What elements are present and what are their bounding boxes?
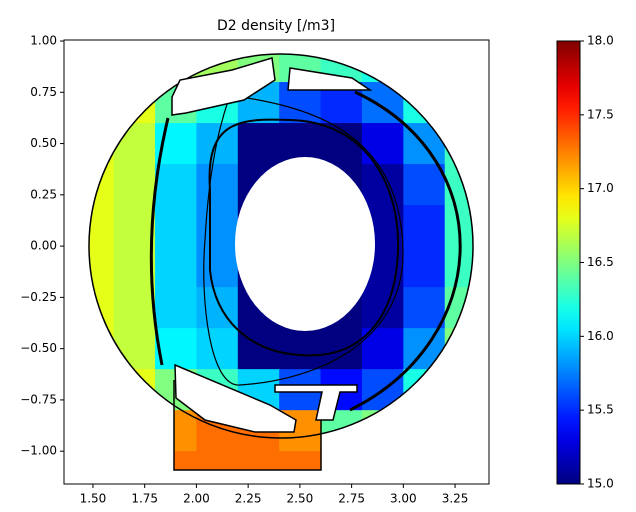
outer-wall [349, 90, 462, 412]
colorbar-tick-label: 17.0 [587, 181, 614, 195]
y-tick-label: 0.25 [30, 187, 57, 201]
cell [403, 164, 446, 206]
x-tick-label: 2.75 [338, 492, 365, 506]
cell [320, 328, 363, 370]
y-tick-label: −1.00 [20, 444, 57, 458]
cell [361, 123, 404, 165]
cell [279, 451, 322, 470]
cell [196, 246, 239, 288]
cell [237, 451, 280, 470]
colorbar [556, 40, 581, 485]
cell [196, 205, 239, 247]
cell [444, 246, 473, 288]
lower-right-structure [274, 384, 358, 421]
cell [113, 246, 156, 288]
cell [403, 369, 446, 411]
cell [89, 246, 115, 288]
cell [279, 328, 322, 370]
vessel-wall [88, 53, 474, 439]
y-tick-label: −0.50 [20, 341, 57, 355]
cell [89, 328, 115, 370]
plot-frame [63, 39, 490, 485]
cell [113, 369, 156, 411]
cell [444, 205, 473, 247]
colorbar-tick-label: 18.0 [587, 34, 614, 48]
cell [113, 205, 156, 247]
cell [113, 328, 156, 370]
cell [403, 287, 446, 329]
cell [113, 123, 156, 165]
cell [113, 82, 156, 124]
cell [113, 287, 156, 329]
cell [155, 164, 197, 206]
cell [89, 123, 115, 165]
cell [155, 451, 197, 470]
x-tick-label: 1.75 [131, 492, 158, 506]
cell [155, 410, 197, 452]
core-boundary [208, 118, 400, 357]
divertor-box [173, 380, 322, 471]
colorbar-tick-label: 16.5 [587, 255, 614, 269]
cell [89, 287, 115, 329]
cell [361, 54, 404, 83]
cell [155, 246, 197, 288]
colorbar-tick-label: 16.0 [587, 329, 614, 343]
cell [444, 164, 473, 206]
central-hole [235, 157, 375, 331]
y-tick-label: −0.25 [20, 290, 57, 304]
cell [196, 123, 239, 165]
cell [89, 205, 115, 247]
x-tick-label: 2.50 [287, 492, 314, 506]
x-tick-label: 3.00 [390, 492, 417, 506]
lower-structure [174, 363, 297, 433]
cell [237, 123, 280, 165]
cell [155, 287, 197, 329]
y-tick-label: 1.00 [30, 34, 57, 48]
x-tick-label: 2.25 [235, 492, 262, 506]
cell [444, 287, 473, 329]
cell [196, 451, 239, 470]
upper-structure [171, 57, 276, 116]
cell [113, 164, 156, 206]
upper-right-structure [287, 67, 373, 91]
y-tick-label: 0.00 [30, 239, 57, 253]
x-tick-label: 2.00 [183, 492, 210, 506]
inner-wall [149, 117, 170, 366]
cell [361, 287, 404, 329]
cell [403, 246, 446, 288]
x-tick-label: 1.50 [80, 492, 107, 506]
cell [196, 164, 239, 206]
colorbar-tick-label: 17.5 [587, 107, 614, 121]
cell [89, 164, 115, 206]
colorbar-tick-label: 15.5 [587, 403, 614, 417]
cell [155, 205, 197, 247]
chart-title: D2 density [/m3] [217, 18, 335, 34]
cell [444, 369, 473, 411]
separatrix [203, 94, 404, 386]
y-tick-label: 0.50 [30, 136, 57, 150]
colorbar-tick-label: 15.0 [587, 477, 614, 491]
y-tick-label: 0.75 [30, 85, 57, 99]
cell [361, 164, 404, 206]
x-tick-label: 3.25 [442, 492, 469, 506]
y-tick-label: −0.75 [20, 392, 57, 406]
cell [403, 410, 446, 452]
cell [403, 205, 446, 247]
machine-structures [88, 53, 474, 471]
